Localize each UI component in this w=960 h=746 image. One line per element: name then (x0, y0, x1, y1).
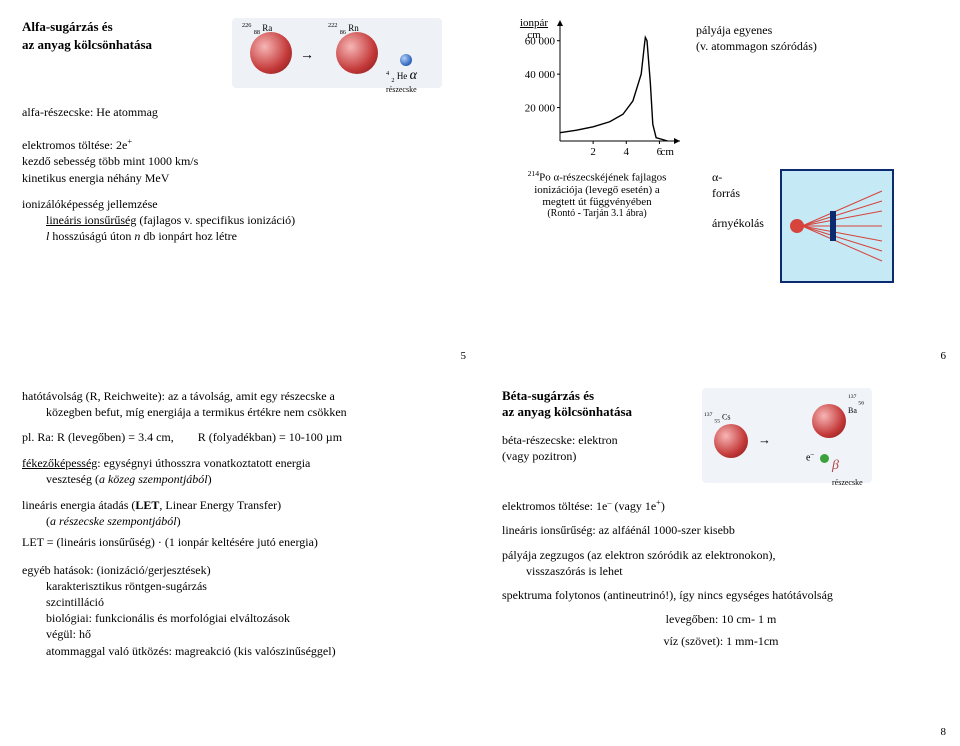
cs-z: 55 (714, 418, 720, 424)
fk1: fékezőképesség (22, 456, 97, 470)
cs-a: 137 (704, 412, 712, 418)
charge-sign: + (127, 137, 132, 146)
ra-z: 88 (254, 29, 260, 36)
ba-z: 56 (858, 400, 864, 406)
water: víz (szövet): 1 mm-1cm (502, 633, 940, 649)
k3: biológiai: funkcionális és morfológiai e… (46, 610, 460, 626)
s5-title1: Alfa-sugárzás és (22, 19, 113, 34)
ch1mid: (vagy 1e (612, 499, 657, 513)
let1c: , Linear Energy Transfer) (159, 498, 281, 512)
rn: Rn (348, 23, 359, 33)
fk3: veszteség ( (46, 472, 99, 486)
k5: atommaggal való ütközés: magreakció (kis… (46, 643, 460, 659)
let2b: a részecske szempontjából (50, 514, 177, 528)
po-214: 214 (528, 169, 540, 178)
svg-text:cm: cm (661, 146, 675, 158)
ch1: elektromos töltése: 1e (502, 499, 607, 513)
hato1: hatótávolság (R, Reichweite): az a távol… (22, 389, 335, 403)
ra1: pl. Ra: R (levegőben) = 3.4 cm, (22, 429, 174, 445)
let1b: LET (135, 498, 159, 512)
charge: elektromos töltése: 2e (22, 138, 127, 152)
let3: LET = (lineáris ionsűrűség) · (1 ionpár … (22, 534, 460, 550)
lab-alpha: α- (712, 170, 722, 184)
beta-lab: részecske (832, 478, 863, 487)
traj1: pályája egyenes (696, 22, 817, 38)
svg-text:2: 2 (590, 146, 596, 158)
k2: szcintilláció (46, 594, 460, 610)
cap1: Po α-részecskéjének fajlagos (539, 172, 666, 184)
svg-text:20 000: 20 000 (525, 103, 556, 115)
ba: Ba (848, 406, 857, 415)
svg-text:4: 4 (624, 146, 630, 158)
s8-title2: az anyag kölcsönhatása (502, 404, 632, 419)
alpha-he: alfa-részecske: He atommag (22, 104, 460, 120)
fk3b: a közeg szempontjából (99, 472, 208, 486)
e-minus: – (810, 450, 814, 458)
speed: kezdő sebesség több mint 1000 km/s (22, 153, 460, 169)
ion3d: db ionpárt hoz létre (140, 229, 237, 243)
fk3c: ) (208, 472, 212, 486)
egy: egyéb hatások: (ionizáció/gerjesztések) (22, 562, 460, 578)
hato2: közegben befut, míg energiája a termikus… (46, 404, 460, 420)
sp1: spektruma folytonos (antineutrinó!), így… (502, 587, 940, 603)
beta-decay-diagram: → 137 55 Cs 137 56 Ba e– β részecske (702, 388, 872, 483)
s8-title1: Béta-sugárzás és (502, 388, 594, 403)
ra: Ra (262, 23, 272, 33)
ion3b: hosszúságú úton (49, 229, 134, 243)
ba-a: 137 (848, 394, 856, 400)
slide-number: 5 (461, 350, 467, 362)
slide-number: 8 (941, 726, 947, 738)
k1: karakterisztikus röntgen-sugárzás (46, 578, 460, 594)
b1: béta-részecske: elektron (502, 432, 702, 448)
let2c: ) (177, 514, 181, 528)
svg-text:60 000: 60 000 (525, 36, 556, 48)
alpha-sym: α (410, 68, 417, 83)
ionization-chart: ionpár cm 20 00040 00060 000246cm (512, 18, 682, 163)
alpha-lab: részecske (386, 85, 417, 94)
lin1: lineáris ionsűrűség: az alfáénál 1000-sz… (502, 522, 940, 538)
he-z: 2 (391, 77, 394, 84)
p1: pályája zegzugos (az elektron szóródik a… (502, 547, 940, 563)
cap2: ionizációja (levegő esetén) a (502, 184, 692, 196)
he: He (397, 71, 408, 81)
ion2b: (fajlagos v. specifikus ionizáció) (136, 213, 295, 227)
lab-forras: forrás (712, 186, 740, 200)
cs: Cs (722, 413, 730, 422)
alpha-source-img (780, 169, 894, 283)
lab-arnyekolas: árnyékolás (712, 215, 764, 231)
let1: lineáris energia átadás ( (22, 498, 135, 512)
beta-sym: β (832, 458, 839, 473)
traj2: (v. atommagon szóródás) (696, 38, 817, 54)
k4: végül: hő (46, 626, 460, 642)
ra2: R (folyadékban) = 10-100 µm (198, 429, 342, 445)
he-a: 4 (386, 70, 389, 77)
cap3: megtett út függvényében (502, 196, 692, 208)
svg-text:40 000: 40 000 (525, 69, 556, 81)
air: levegőben: 10 cm- 1 m (502, 611, 940, 627)
rn-z: 86 (340, 29, 346, 36)
ion1: ionizálóképesség jellemzése (22, 196, 460, 212)
alpha-decay-diagram: → 226 88 Ra 222 86 Rn 4 2 He α része (232, 18, 442, 88)
fk2: : egységnyi úthosszra vonatkoztatott ene… (97, 456, 310, 470)
p2: visszaszórás is lehet (526, 563, 940, 579)
cap4: (Rontó - Tarján 3.1 ábra) (502, 208, 692, 219)
ch1end: ) (661, 499, 665, 513)
slide-number: 6 (941, 350, 947, 362)
s5-title2: az anyag kölcsönhatása (22, 37, 152, 52)
rn-a: 222 (328, 22, 337, 29)
ra-a: 226 (242, 22, 251, 29)
b2: (vagy pozitron) (502, 448, 702, 464)
energy: kinetikus energia néhány MeV (22, 170, 460, 186)
ion2: lineáris ionsűrűség (46, 213, 136, 227)
